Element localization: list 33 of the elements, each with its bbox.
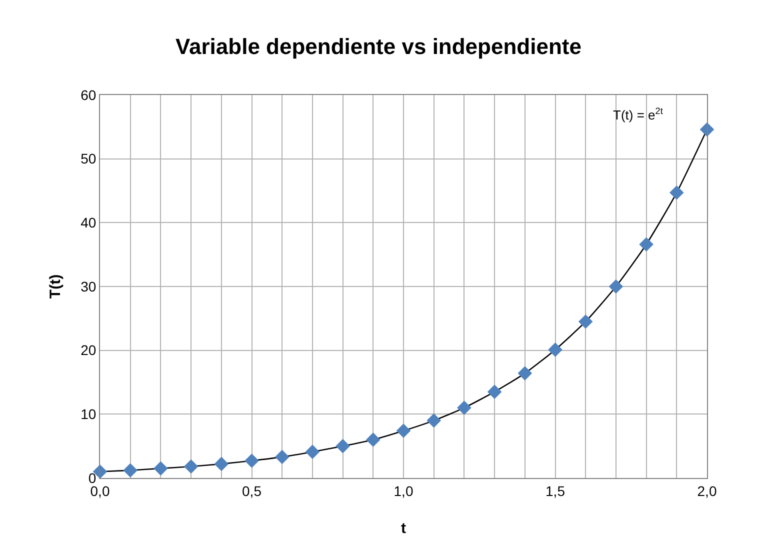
point (366, 432, 380, 447)
point (154, 461, 168, 476)
y-tick-label: 40 (80, 214, 96, 231)
point (548, 342, 562, 357)
y-tick-label: 10 (80, 406, 96, 422)
point (123, 463, 138, 478)
y-tick-label: 60 (80, 86, 96, 103)
point (487, 384, 502, 399)
point (274, 450, 290, 464)
x-tick-label: 1,0 (394, 482, 414, 499)
point (336, 438, 350, 454)
y-tick-label: 20 (80, 342, 96, 358)
y-axis-title: T(t) (47, 274, 64, 299)
y-tick-label: 30 (80, 278, 96, 294)
point (518, 366, 532, 380)
x-tick-label: 1,5 (546, 482, 566, 499)
annotation: T(t) = e$^{2t}$ (613, 106, 664, 122)
y-tick-label: 50 (80, 150, 96, 167)
x-tick-label: 2,0 (697, 482, 717, 499)
point (578, 314, 593, 329)
point (670, 186, 684, 200)
point (184, 459, 198, 474)
point (426, 413, 441, 428)
point (396, 424, 411, 438)
point (608, 279, 624, 294)
chart-title: Variable dependiente vs independiente (176, 34, 582, 59)
x-axis-title: t (401, 520, 406, 537)
point (244, 454, 259, 468)
point (639, 237, 654, 252)
x-tick-label: 0,5 (242, 482, 262, 499)
point (305, 444, 320, 459)
point (457, 400, 472, 415)
point (214, 456, 229, 472)
